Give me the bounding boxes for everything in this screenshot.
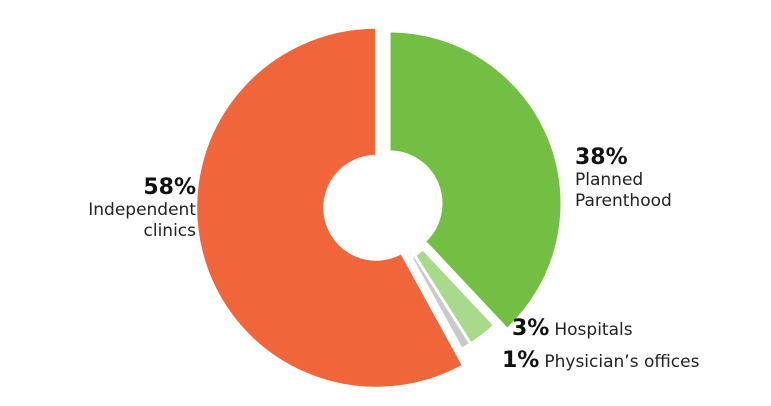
donut-slice [388,30,563,331]
category-label: Physician’s offices [544,352,699,372]
donut-slice [410,254,472,351]
value-label: 1% [502,348,539,373]
category-label: Planned Parenthood [575,170,672,211]
value-label: 38% [575,145,628,170]
donut-hole [332,155,434,257]
donut-slice [195,26,465,389]
category-label: Independent clinics [88,200,196,241]
category-label: Hospitals [554,320,632,340]
value-label: 58% [143,175,196,200]
value-label: 3% [512,316,549,341]
